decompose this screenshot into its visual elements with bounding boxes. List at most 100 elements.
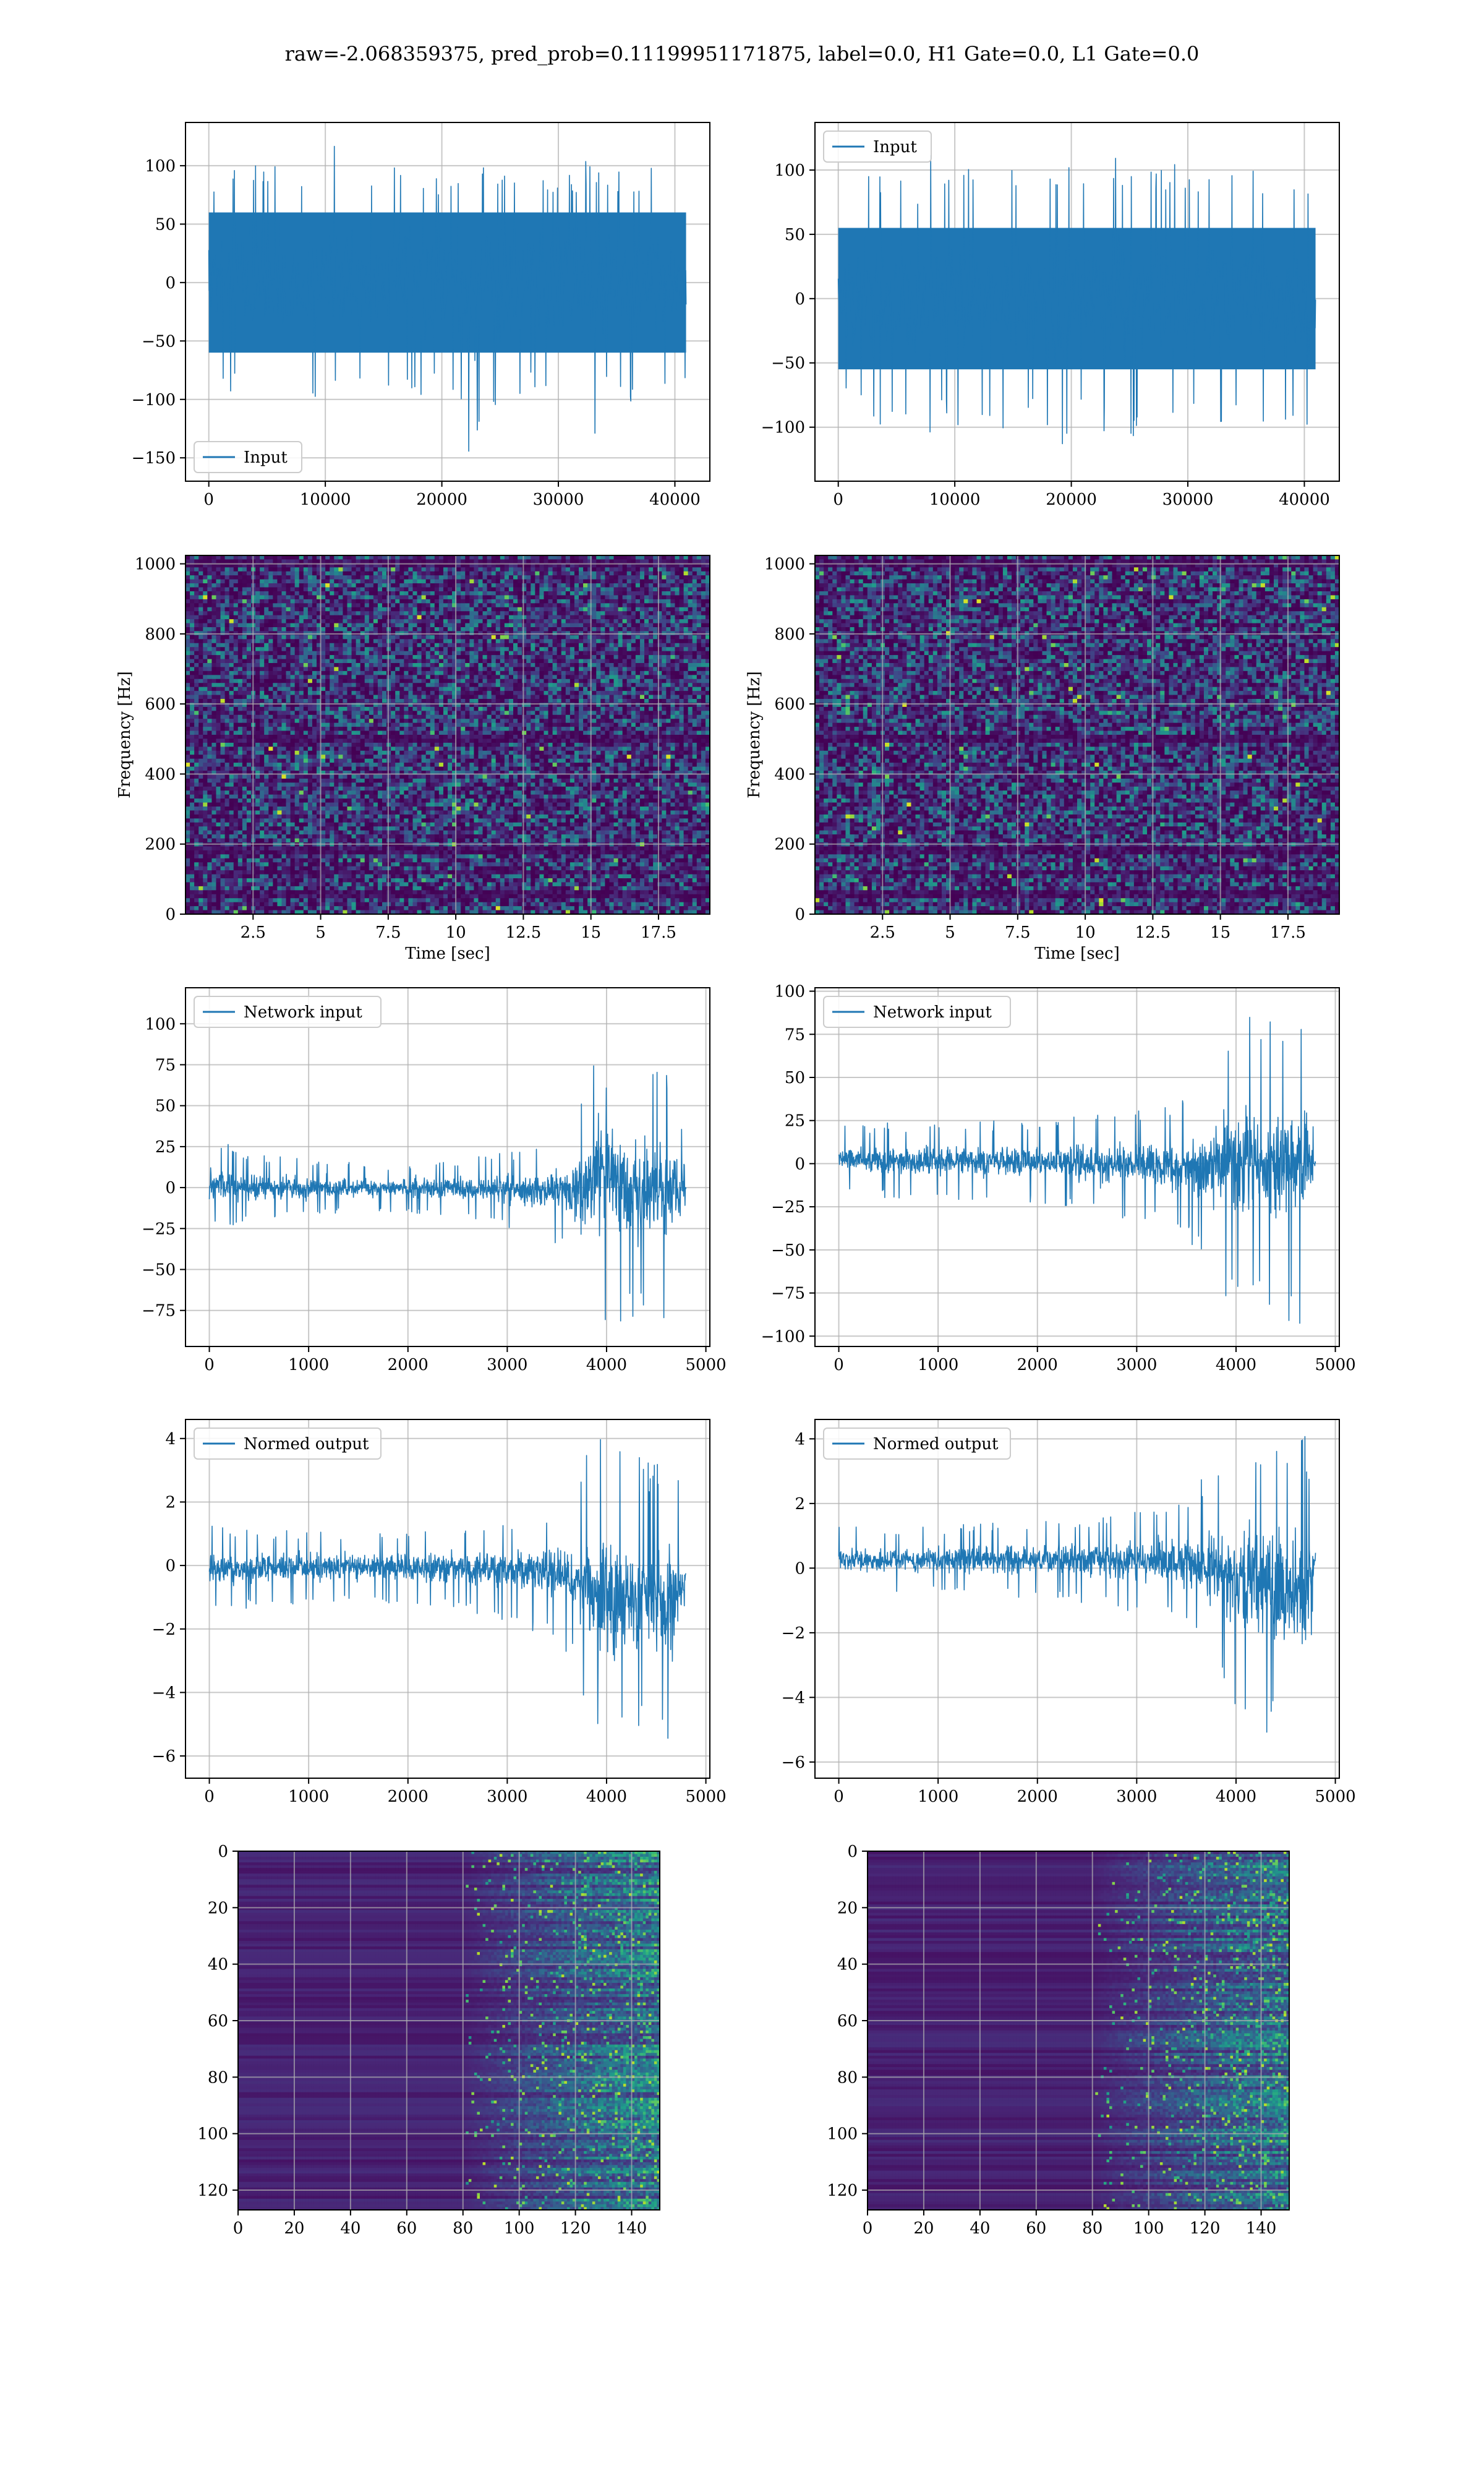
heatmap-cell (412, 711, 417, 715)
heatmap-cell (448, 588, 453, 592)
heatmap-cell (544, 591, 548, 596)
heatmap-cell (566, 663, 571, 667)
heatmap-cell (531, 659, 535, 664)
heatmap-cell (273, 571, 278, 576)
heatmap-cell (670, 655, 675, 659)
heatmap-cell (557, 667, 562, 671)
heatmap-cell (343, 595, 348, 599)
heatmap-cell (264, 659, 269, 664)
heatmap-cell (268, 695, 273, 700)
heatmap-cell (614, 595, 619, 599)
heatmap-cell (443, 635, 448, 640)
heatmap-cell (286, 607, 291, 612)
heatmap-cell (605, 691, 610, 695)
heatmap-cell (325, 627, 330, 631)
heatmap-cell (701, 627, 706, 631)
heatmap-cell (609, 655, 614, 659)
heatmap-cell (513, 715, 518, 719)
heatmap-cell (277, 699, 282, 703)
heatmap-cell (304, 647, 309, 651)
heatmap-cell (666, 707, 671, 711)
heatmap-cell (308, 567, 313, 571)
heatmap-cell (417, 683, 422, 687)
heatmap-cell (539, 627, 544, 631)
heatmap-cell (277, 683, 282, 687)
heatmap-cell (697, 643, 702, 648)
heatmap-cell (234, 687, 239, 691)
heatmap-cell (291, 711, 296, 715)
heatmap-cell (548, 595, 553, 599)
heatmap-cell (268, 611, 273, 615)
heatmap-cell (412, 599, 417, 604)
heatmap-cell (609, 671, 614, 675)
heatmap-cell (291, 659, 296, 664)
heatmap-cell (221, 611, 226, 615)
heatmap-cell (574, 623, 579, 628)
heatmap-cell (430, 675, 435, 679)
heatmap-cell (649, 691, 654, 695)
heatmap-cell (535, 623, 540, 628)
heatmap-cell (356, 655, 361, 659)
heatmap-cell (600, 571, 605, 576)
heatmap-cell (478, 683, 483, 687)
heatmap-cell (518, 691, 522, 695)
heatmap-cell (535, 643, 540, 648)
heatmap-cell (474, 651, 479, 656)
heatmap-cell (338, 603, 343, 607)
heatmap-cell (186, 667, 190, 671)
heatmap-cell (649, 611, 654, 615)
heatmap-cell (334, 651, 339, 656)
heatmap-cell (513, 655, 518, 659)
heatmap-cell (238, 615, 243, 620)
heatmap-cell (343, 607, 348, 612)
heatmap-cell (513, 683, 518, 687)
heatmap-cell (469, 615, 474, 620)
heatmap-cell (312, 679, 317, 683)
heatmap-cell (456, 623, 461, 628)
heatmap-cell (500, 559, 505, 563)
heatmap-cell (186, 588, 190, 592)
heatmap-cell (308, 663, 313, 667)
heatmap-cell (412, 643, 417, 648)
heatmap-cell (194, 679, 199, 683)
heatmap-cell (304, 679, 309, 683)
heatmap-cell (325, 695, 330, 700)
heatmap-cell (247, 571, 252, 576)
heatmap-cell (221, 663, 226, 667)
heatmap-cell (221, 675, 226, 679)
heatmap-cell (234, 695, 239, 700)
heatmap-cell (207, 567, 212, 571)
heatmap-cell (548, 663, 553, 667)
heatmap-cell (273, 675, 278, 679)
heatmap-cell (291, 655, 296, 659)
heatmap-cell (566, 687, 571, 691)
heatmap-cell (574, 651, 579, 656)
heatmap-cell (264, 663, 269, 667)
heatmap-cell (474, 663, 479, 667)
heatmap-cell (579, 679, 584, 683)
heatmap-cell (579, 635, 584, 640)
heatmap-cell (198, 643, 203, 648)
heatmap-cell (312, 611, 317, 615)
heatmap-cell (334, 659, 339, 664)
heatmap-cell (557, 643, 562, 648)
heatmap-cell (526, 671, 531, 675)
heatmap-cell (399, 619, 404, 623)
heatmap-cell (483, 580, 488, 584)
heatmap-cell (211, 607, 216, 612)
heatmap-cell (592, 683, 597, 687)
heatmap-cell (574, 639, 579, 643)
heatmap-cell (369, 647, 374, 651)
heatmap-cell (207, 555, 212, 560)
heatmap-cell (662, 679, 667, 683)
heatmap-cell (474, 659, 479, 664)
heatmap-cell (670, 567, 675, 571)
heatmap-cell (343, 687, 348, 691)
heatmap-cell (417, 647, 422, 651)
heatmap-cell (526, 683, 531, 687)
heatmap-cell (330, 715, 335, 719)
heatmap-cell (295, 655, 300, 659)
heatmap-cell (487, 583, 492, 588)
heatmap-cell (609, 607, 614, 612)
heatmap-cell (566, 695, 571, 700)
